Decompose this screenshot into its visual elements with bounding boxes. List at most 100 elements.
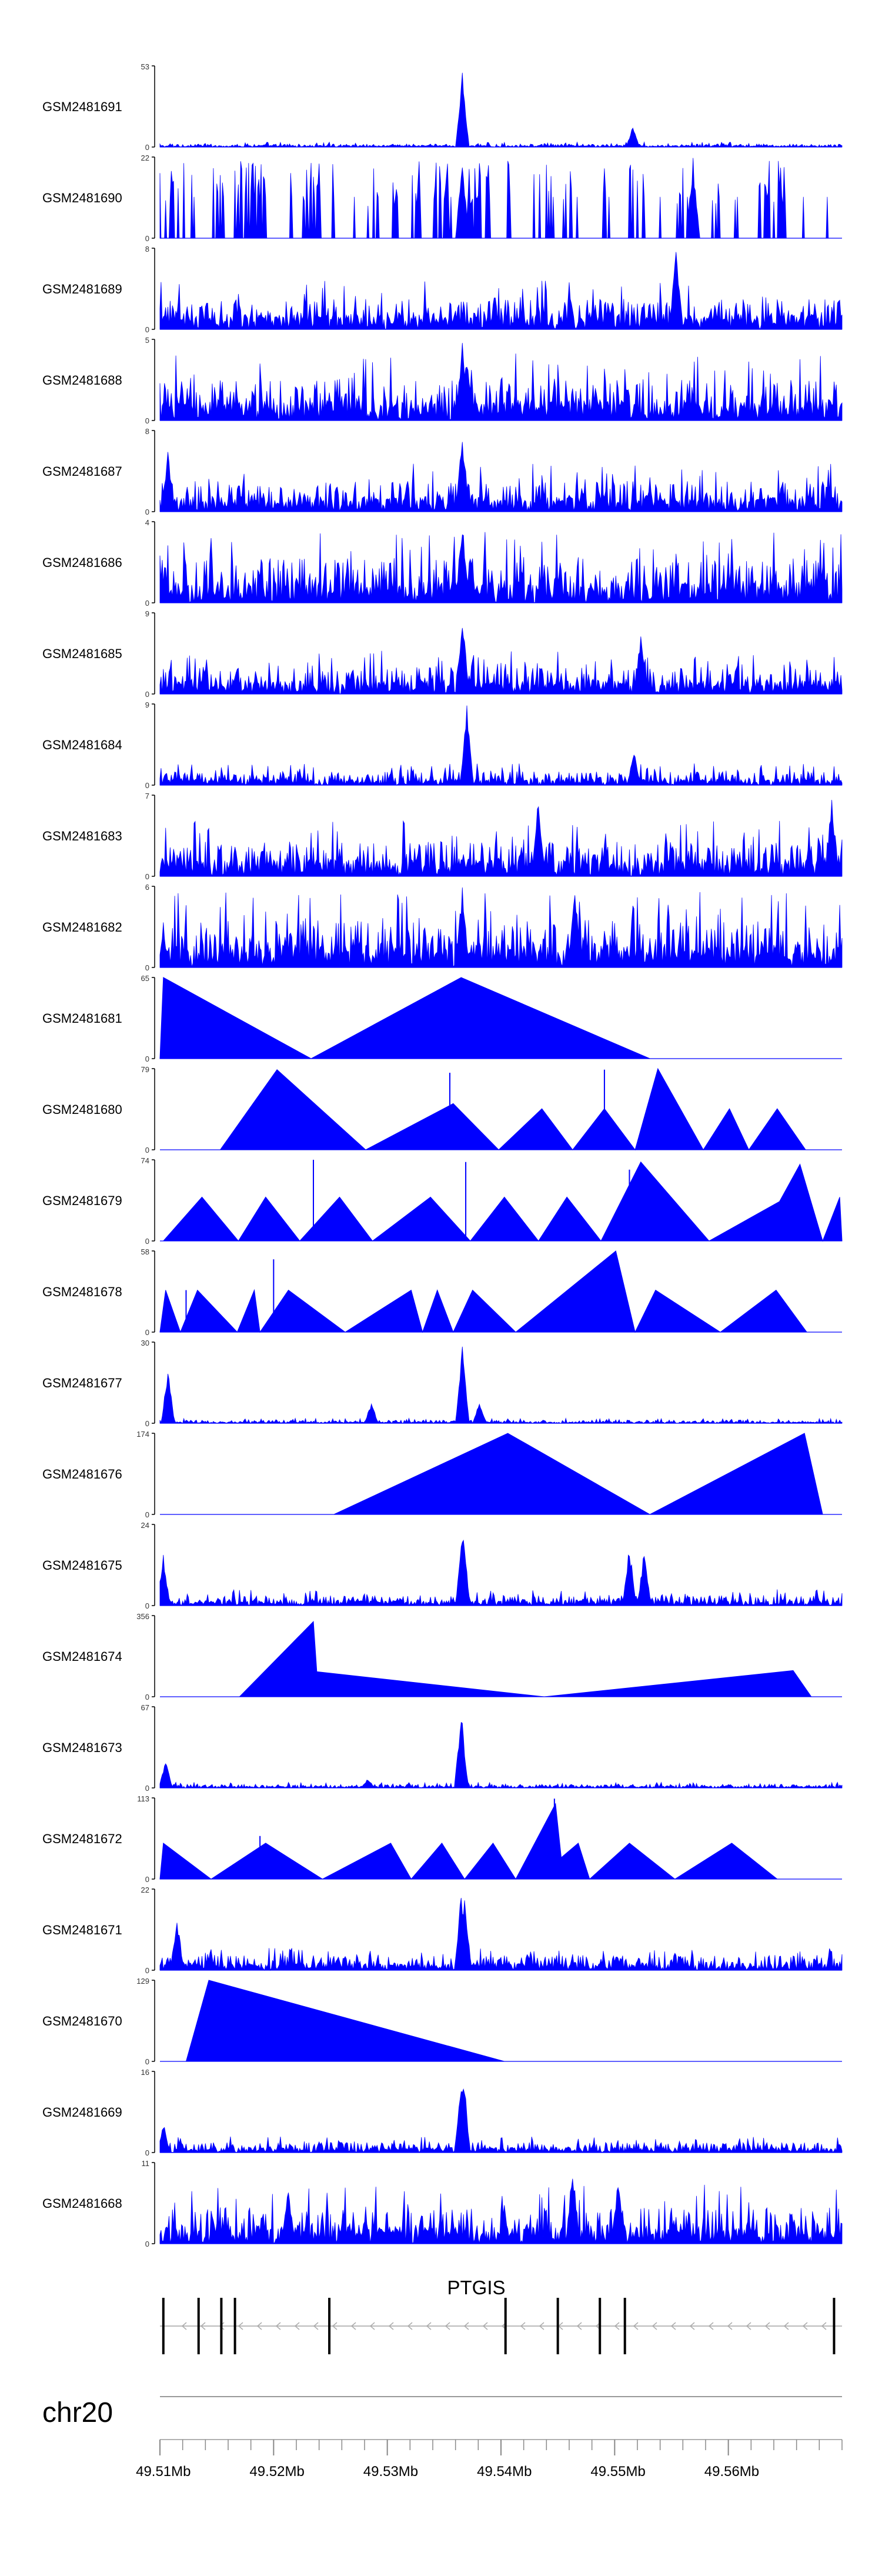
- genome-axis-track: chr20 49.51Mb 49.52Mb 49.53Mb 49.54Mb 49.55M…: [42, 2396, 843, 2480]
- y-tick-label-zero: 0: [145, 1237, 149, 1246]
- track-label: GSM2481683: [42, 829, 122, 843]
- strand-arrow-icon: [275, 2322, 281, 2330]
- strand-arrow-icon: [350, 2322, 356, 2330]
- gene-model-track: PTGIS: [160, 2277, 842, 2354]
- track-label: GSM2481672: [42, 1831, 122, 1846]
- y-tick-label-max: 16: [141, 2068, 149, 2077]
- track-GSM2481670: GSM2481670 129 0: [42, 1977, 842, 2066]
- coverage-area: [219, 1067, 807, 1151]
- strand-arrow-icon: [426, 2322, 432, 2330]
- coverage-area: [159, 252, 843, 330]
- coverage-area: [159, 800, 843, 877]
- strand-arrow-icon: [802, 2322, 808, 2330]
- track-GSM2481688: GSM2481688 5 0: [42, 336, 843, 425]
- y-tick-label-zero: 0: [145, 1966, 149, 1975]
- track-GSM2481683: GSM2481683 7 0: [42, 792, 843, 881]
- coverage-area: [159, 2088, 843, 2154]
- coverage-area: [159, 628, 843, 695]
- y-tick-label-zero: 0: [145, 599, 149, 608]
- gene-name-label: PTGIS: [447, 2277, 505, 2298]
- track-label: GSM2481680: [42, 1102, 122, 1117]
- x-tick-label: 49.52Mb: [249, 2464, 304, 2480]
- x-tick-label: 49.56Mb: [704, 2464, 759, 2480]
- track-label: GSM2481678: [42, 1284, 122, 1299]
- y-tick-label-max: 7: [145, 792, 149, 800]
- y-tick-label-zero: 0: [145, 781, 149, 790]
- track-label: GSM2481674: [42, 1649, 122, 1664]
- y-tick-label-max: 174: [136, 1430, 149, 1439]
- coverage-area: [159, 2178, 843, 2244]
- strand-arrow-icon: [783, 2322, 789, 2330]
- y-tick-label-max: 5: [145, 336, 149, 345]
- y-tick-label-zero: 0: [145, 1601, 149, 1610]
- y-tick-label-max: 4: [145, 518, 149, 527]
- strand-arrow-icon: [332, 2322, 338, 2330]
- coverage-area: [159, 158, 842, 239]
- track-label: GSM2481668: [42, 2196, 122, 2211]
- track-GSM2481673: GSM2481673 67 0: [42, 1703, 843, 1793]
- y-tick-label-zero: 0: [145, 963, 149, 972]
- y-tick-label-zero: 0: [145, 872, 149, 881]
- y-tick-label-zero: 0: [145, 2148, 149, 2157]
- y-tick-label-zero: 0: [145, 1510, 149, 1519]
- strand-arrow-icon: [520, 2322, 526, 2330]
- strand-arrow-icon: [689, 2322, 695, 2330]
- y-tick-label-zero: 0: [145, 325, 149, 334]
- y-tick-label-zero: 0: [145, 1693, 149, 1701]
- track-label: GSM2481689: [42, 282, 122, 296]
- y-tick-label-zero: 0: [145, 1784, 149, 1793]
- strand-arrow-icon: [482, 2322, 488, 2330]
- y-tick-label-max: 53: [141, 62, 149, 71]
- strand-arrow-icon: [463, 2322, 469, 2330]
- track-label: GSM2481671: [42, 1923, 122, 1937]
- strand-arrow-icon: [445, 2322, 450, 2330]
- track-GSM2481691: GSM2481691 53 0: [42, 62, 843, 152]
- coverage-area: [159, 1346, 843, 1424]
- track-label: GSM2481686: [42, 555, 122, 570]
- track-GSM2481678: GSM2481678 58 0: [42, 1247, 842, 1337]
- strand-arrow-icon: [633, 2322, 639, 2330]
- coverage-area: [159, 532, 843, 603]
- y-tick-label-max: 8: [145, 427, 149, 436]
- strand-arrow-icon: [181, 2322, 187, 2330]
- y-tick-label-zero: 0: [145, 690, 149, 699]
- y-tick-label-max: 65: [141, 974, 149, 983]
- track-GSM2481685: GSM2481685 9 0: [42, 609, 843, 699]
- track-label: GSM2481690: [42, 191, 122, 205]
- strand-arrow-icon: [369, 2322, 375, 2330]
- track-label: GSM2481687: [42, 464, 122, 479]
- x-tick-label: 49.53Mb: [363, 2464, 418, 2480]
- track-label: GSM2481684: [42, 738, 122, 752]
- y-tick-label-zero: 0: [145, 2057, 149, 2066]
- coverage-area: [185, 1980, 505, 2062]
- track-GSM2481668: GSM2481668 11 0: [42, 2159, 843, 2248]
- track-label: GSM2481682: [42, 920, 122, 935]
- x-tick-label: 49.54Mb: [477, 2464, 532, 2480]
- strand-arrow-icon: [388, 2322, 394, 2330]
- y-tick-label-zero: 0: [145, 1146, 149, 1154]
- strand-arrow-icon: [614, 2322, 620, 2330]
- track-label: GSM2481691: [42, 99, 122, 114]
- coverage-area: [159, 1721, 843, 1789]
- y-tick-label-zero: 0: [145, 1875, 149, 1884]
- x-tick-label: 49.51Mb: [136, 2464, 191, 2480]
- coverage-area: [159, 977, 650, 1059]
- track-label: GSM2481675: [42, 1558, 122, 1573]
- track-label: GSM2481676: [42, 1467, 122, 1481]
- track-GSM2481687: GSM2481687 8 0: [42, 427, 843, 516]
- track-GSM2481681: GSM2481681 65 0: [42, 974, 842, 1063]
- track-GSM2481669: GSM2481669 16 0: [42, 2068, 843, 2157]
- y-tick-label-max: 24: [141, 1521, 149, 1530]
- track-label: GSM2481688: [42, 373, 122, 388]
- coverage-area: [159, 1250, 808, 1333]
- coverage-area: [159, 343, 843, 421]
- y-tick-label-zero: 0: [145, 2240, 149, 2248]
- y-tick-label-max: 113: [137, 1794, 149, 1803]
- coverage-area: [159, 1897, 843, 1971]
- coverage-area: [159, 705, 843, 786]
- track-GSM2481690: GSM2481690 22 0: [42, 154, 842, 243]
- track-label: GSM2481685: [42, 646, 122, 661]
- strand-arrow-icon: [746, 2322, 751, 2330]
- strand-arrow-icon: [313, 2322, 319, 2330]
